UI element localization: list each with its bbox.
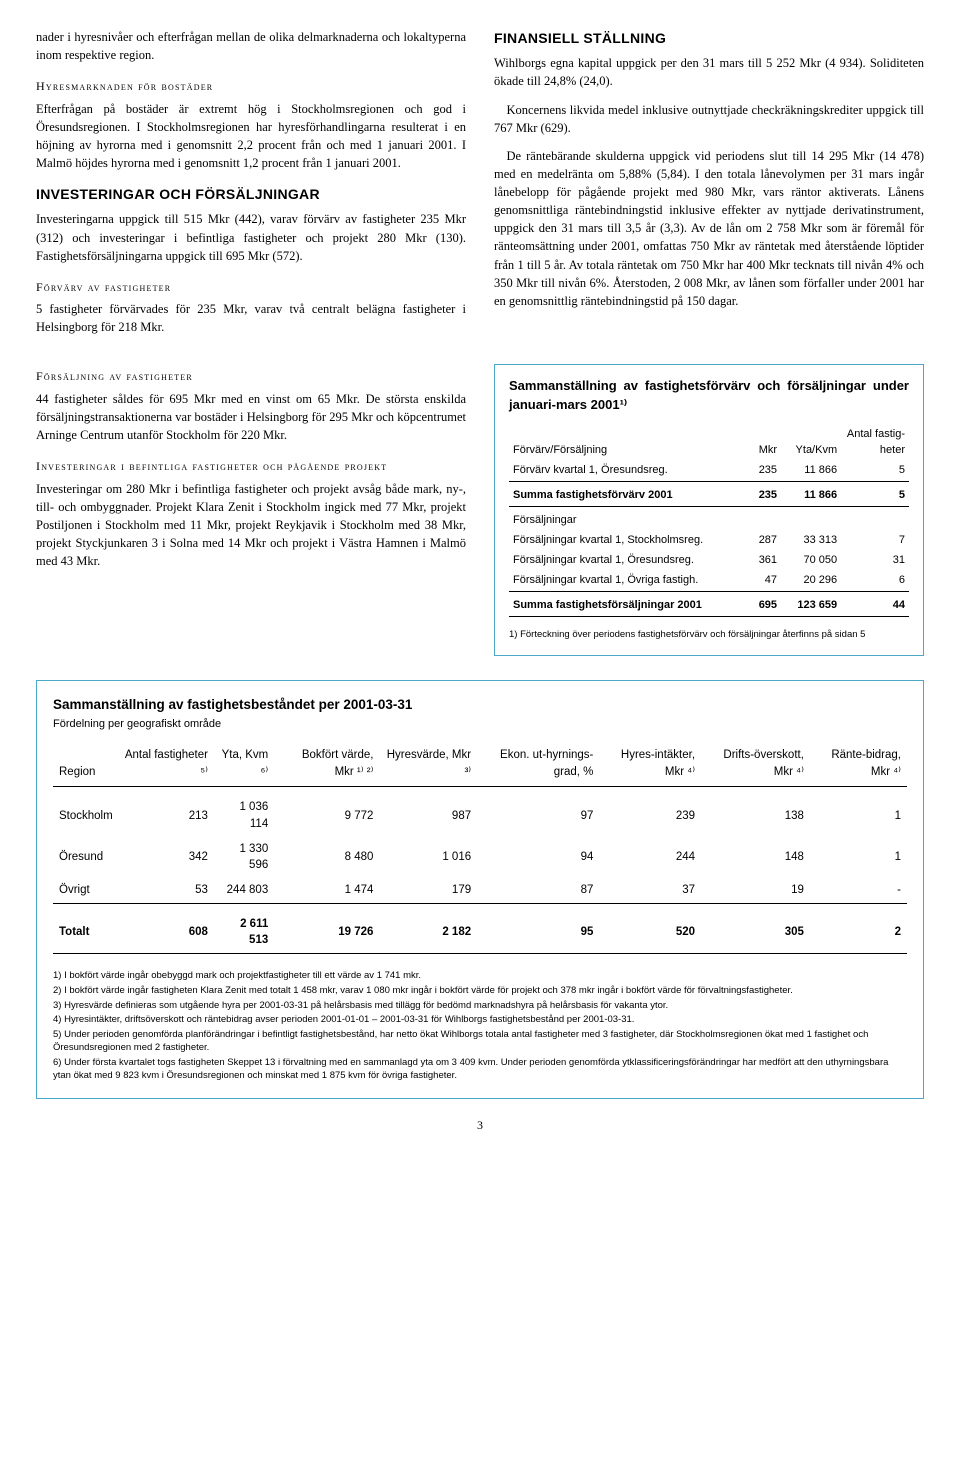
- table-row: Stockholm 213 1 036 114 9 772 987 97 239…: [53, 795, 907, 836]
- holdings-table: Region Antal fastigheter ⁵⁾ Yta, Kvm ⁶⁾ …: [53, 743, 907, 962]
- heading-forvarv: FÖRVÄRV AV FASTIGHETER: [36, 279, 466, 296]
- box2-title: Sammanställning av fastighetsbeståndet p…: [53, 695, 907, 715]
- para-bostader: Efterfrågan på bostäder är extremt hög i…: [36, 100, 466, 173]
- holdings-box: Sammanställning av fastighetsbeståndet p…: [36, 680, 924, 1099]
- box2-sub: Fördelning per geografiskt område: [53, 717, 907, 733]
- table-row: Öresund 342 1 330 596 8 480 1 016 94 244…: [53, 837, 907, 878]
- total-row: Totalt 608 2 611 513 19 726 2 182 95 520…: [53, 912, 907, 954]
- sum-acq-row: Summa fastighetsförvärv 2001 235 11 866 …: [509, 486, 909, 506]
- heading-invest: INVESTERINGAR OCH FÖRSÄLJNINGAR: [36, 184, 466, 204]
- box1-title: Sammanställning av fastighetsförvärv och…: [509, 377, 909, 415]
- table-row: Förvärv kvartal 1, Öresundsreg. 235 11 8…: [509, 461, 909, 481]
- box2-footnotes: 1) I bokfört värde ingår obebyggd mark o…: [53, 970, 907, 1083]
- right-column: FINANSIELL STÄLLNING Wihlborgs egna kapi…: [494, 28, 924, 346]
- para-forsalj: 44 fastigheter såldes för 695 Mkr med en…: [36, 390, 466, 444]
- left-column-2: FÖRSÄLJNING AV FASTIGHETER 44 fastighete…: [36, 354, 466, 656]
- intro-para: nader i hyresnivåer och efterfrågan mell…: [36, 28, 466, 64]
- table-row: Försäljningar kvartal 1, Övriga fastigh.…: [509, 571, 909, 591]
- heading-forsalj: FÖRSÄLJNING AV FASTIGHETER: [36, 368, 466, 385]
- heading-bostader: HYRESMARKNADEN FÖR BOSTÄDER: [36, 78, 466, 95]
- col-yta: Yta/Kvm: [781, 425, 841, 461]
- page-number: 3: [36, 1117, 924, 1134]
- acquisitions-box: Sammanställning av fastighetsförvärv och…: [494, 364, 924, 656]
- col-label: Förvärv/Försäljning: [509, 425, 749, 461]
- sales-label: Försäljningar: [509, 511, 909, 531]
- para-finans-3: De räntebärande skulderna uppgick vid pe…: [494, 147, 924, 310]
- sum-sales-row: Summa fastighetsförsäljningar 2001 695 1…: [509, 596, 909, 616]
- acquisitions-table: Förvärv/Försäljning Mkr Yta/Kvm Antal fa…: [509, 425, 909, 620]
- heading-befint: INVESTERINGAR I BEFINTLIGA FASTIGHETER O…: [36, 458, 466, 475]
- table-row: Försäljningar kvartal 1, Stockholmsreg. …: [509, 531, 909, 551]
- table-row: Övrigt 53 244 803 1 474 179 87 37 19 -: [53, 878, 907, 903]
- box1-footnote: 1) Förteckning över periodens fastighets…: [509, 629, 909, 642]
- para-befint: Investeringar om 280 Mkr i befintliga fa…: [36, 480, 466, 571]
- left-column: nader i hyresnivåer och efterfrågan mell…: [36, 28, 466, 346]
- para-forvarv: 5 fastigheter förvärvades för 235 Mkr, v…: [36, 300, 466, 336]
- col-antal: Antal fastig-heter: [841, 425, 909, 461]
- para-finans-1: Wihlborgs egna kapital uppgick per den 3…: [494, 54, 924, 90]
- table-row: Försäljningar kvartal 1, Öresundsreg. 36…: [509, 551, 909, 571]
- para-invest: Investeringarna uppgick till 515 Mkr (44…: [36, 210, 466, 264]
- right-column-2: Sammanställning av fastighetsförvärv och…: [494, 354, 924, 656]
- col-mkr: Mkr: [749, 425, 781, 461]
- para-finans-2: Koncernens likvida medel inklusive outny…: [494, 101, 924, 137]
- heading-finans: FINANSIELL STÄLLNING: [494, 28, 924, 48]
